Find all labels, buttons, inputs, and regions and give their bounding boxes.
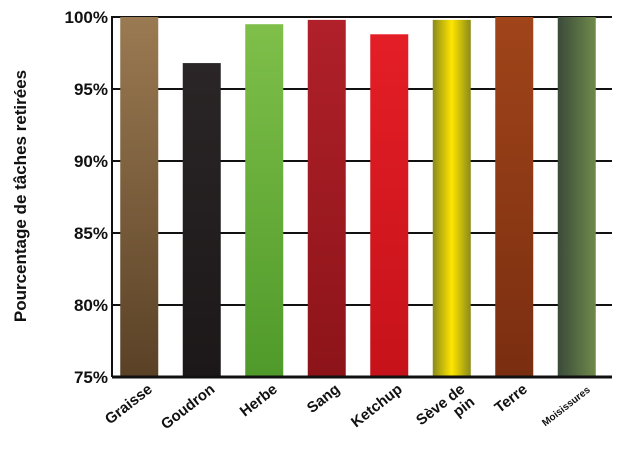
bar-s-ve-de-pin	[432, 19, 471, 377]
y-tick-label: 75%	[74, 368, 108, 387]
y-tick-label: 85%	[74, 224, 108, 243]
x-tick-label: Moisissures	[540, 384, 593, 429]
y-tick-label: 95%	[74, 80, 108, 99]
bars-group	[120, 17, 596, 377]
bar-herbe	[245, 24, 284, 377]
y-axis-title: Pourcentage de tâches retirées	[11, 70, 30, 322]
x-tick-label: Herbe	[237, 381, 281, 421]
bar-ketchup	[370, 34, 409, 377]
bar-sang	[307, 19, 346, 377]
x-tick-labels: Graisse Goudron Herbe Sang Ketchup Sève depin…	[102, 381, 593, 442]
bar-terre	[495, 17, 534, 377]
x-tick-label: Sang	[304, 381, 343, 417]
x-tick-label: Terre	[492, 381, 531, 417]
y-tick-labels: 75% 80% 85% 90% 95% 100%	[65, 8, 108, 387]
x-tick-label: Sève depin	[413, 381, 478, 442]
y-tick-label: 80%	[74, 296, 108, 315]
x-tick-label: Graisse	[102, 381, 156, 428]
bar-graisse	[120, 17, 159, 377]
bar-goudron	[182, 63, 221, 377]
axes-group	[111, 16, 612, 379]
x-tick-label: Ketchup	[348, 381, 406, 431]
y-tick-label: 100%	[65, 8, 108, 27]
y-tick-label: 90%	[74, 152, 108, 171]
bar-moisissures	[557, 17, 596, 377]
x-tick-label: Goudron	[158, 381, 218, 433]
